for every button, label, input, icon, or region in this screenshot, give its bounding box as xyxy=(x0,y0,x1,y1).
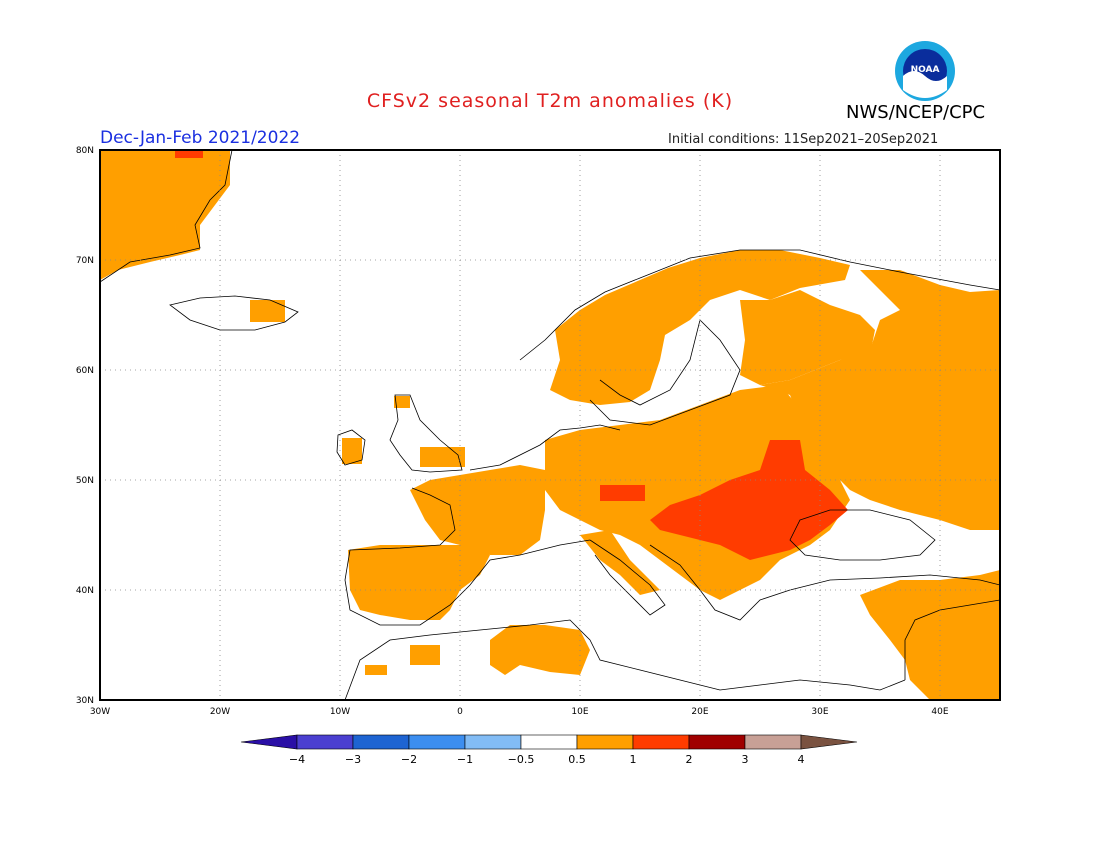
colorbar-labels: −4 −3 −2 −1 −0.5 0.5 1 2 3 4 xyxy=(289,753,805,766)
lat-label: 40N xyxy=(76,586,94,596)
lon-label: 10E xyxy=(571,707,588,717)
lon-label: 20W xyxy=(210,707,230,717)
anomaly-patch-uk xyxy=(420,447,465,467)
coastline-north-africa xyxy=(344,619,906,700)
lon-label: 30E xyxy=(811,707,828,717)
anomaly-patch-iberia xyxy=(348,545,490,620)
anomaly-patch-norway xyxy=(550,250,850,405)
colorbar-label: 1 xyxy=(630,753,637,766)
anomaly-patch-greenland xyxy=(100,150,230,280)
lat-label: 60N xyxy=(76,366,94,376)
lat-labels: 30N 40N 50N 60N 70N 80N xyxy=(76,146,94,706)
colorbar-label: −1 xyxy=(457,753,473,766)
graticule xyxy=(100,150,1000,700)
coastline-italy xyxy=(589,539,666,616)
coastline-ireland xyxy=(336,429,366,466)
colorbar-swatch xyxy=(744,734,802,750)
anomaly-patch-iceland xyxy=(250,300,285,322)
colorbar-label: 2 xyxy=(686,753,693,766)
lon-label: 0 xyxy=(457,707,463,717)
colorbar-label: −3 xyxy=(345,753,361,766)
lon-label: 30W xyxy=(90,707,110,717)
noaa-logo: NOAA xyxy=(895,41,955,101)
colorbar-label: −4 xyxy=(289,753,305,766)
lon-labels: 30W 20W 10W 0 10E 20E 30E 40E xyxy=(90,707,949,717)
colorbar-swatch xyxy=(688,734,746,750)
colorbar-label: 3 xyxy=(742,753,749,766)
colorbar-swatch xyxy=(520,734,578,750)
coastline-levant xyxy=(904,599,1000,680)
colorbar-label: 0.5 xyxy=(568,753,586,766)
colorbar-arrow-low xyxy=(240,734,298,750)
anomaly-patch-north-africa-2 xyxy=(410,645,440,665)
colorbar-swatch xyxy=(296,734,354,750)
anomaly-patch-north-africa-1 xyxy=(490,625,590,675)
coastline-iceland xyxy=(169,295,299,331)
colorbar-label: 4 xyxy=(798,753,805,766)
colorbar-swatch xyxy=(576,734,634,750)
map-title: CFSv2 seasonal T2m anomalies (K) xyxy=(366,90,734,112)
coastline-west-europe xyxy=(469,424,621,471)
colorbar-swatches xyxy=(240,734,858,750)
colorbar-swatch xyxy=(352,734,410,750)
colorbar-label: −0.5 xyxy=(508,753,535,766)
anomaly-patch-greenland-hot xyxy=(175,150,203,158)
anomaly-patch-finland xyxy=(740,290,875,385)
anomaly-patch-turkey xyxy=(860,570,1000,700)
coastline-france-iberia xyxy=(344,487,591,626)
map-frame xyxy=(99,149,1001,701)
lat-label: 30N xyxy=(76,696,94,706)
coastline-baltic xyxy=(589,319,741,426)
colorbar-label: −2 xyxy=(401,753,417,766)
anomaly-patch-scotland xyxy=(394,396,410,408)
coastline-norway xyxy=(519,249,1000,361)
colorbar-arrow-high xyxy=(800,734,858,750)
coastline-black-sea xyxy=(789,509,936,561)
anomaly-patch-hot-core xyxy=(650,440,848,560)
lat-label: 80N xyxy=(76,146,94,156)
lat-label: 50N xyxy=(76,476,94,486)
lon-label: 40E xyxy=(931,707,948,717)
coastline-turkey xyxy=(789,574,1000,591)
coastline-balkans xyxy=(649,544,791,621)
colorbar-swatch xyxy=(464,734,522,750)
anomaly-patch-france xyxy=(410,465,545,555)
anomaly-patch-north-africa-3 xyxy=(365,665,387,675)
lat-label: 70N xyxy=(76,256,94,266)
coastline-greenland xyxy=(100,150,233,283)
colorbar-swatch xyxy=(632,734,690,750)
anomaly-patch-ireland xyxy=(342,438,362,464)
anomaly-patch-hot-west xyxy=(600,485,645,501)
lon-label: 10W xyxy=(330,707,350,717)
coastline-britain xyxy=(389,394,463,473)
initial-conditions: Initial conditions: 11Sep2021–20Sep2021 xyxy=(668,132,939,147)
coastlines xyxy=(100,150,1000,700)
agency-label: NWS/NCEP/CPC xyxy=(846,102,986,123)
lon-label: 20E xyxy=(691,707,708,717)
noaa-logo-text: NOAA xyxy=(911,65,940,75)
colorbar-swatch xyxy=(408,734,466,750)
forecast-period: Dec-Jan-Feb 2021/2022 xyxy=(100,128,301,148)
